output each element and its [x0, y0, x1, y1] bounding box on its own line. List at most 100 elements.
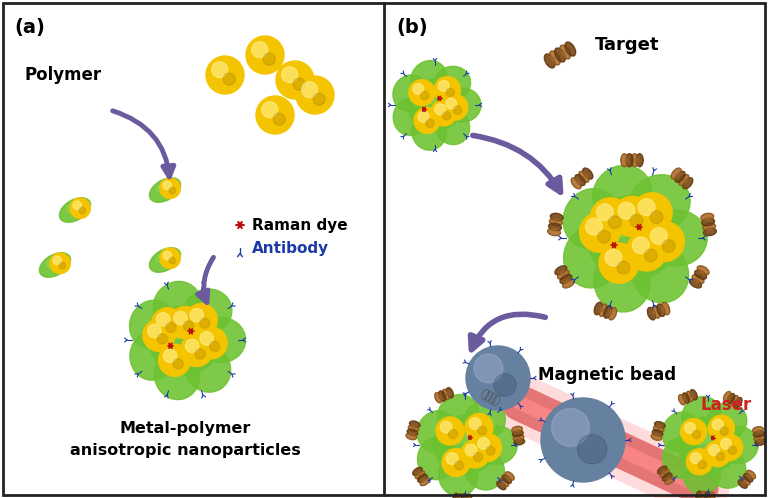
Circle shape: [461, 440, 489, 468]
Ellipse shape: [599, 208, 639, 237]
Ellipse shape: [409, 425, 419, 432]
Circle shape: [296, 76, 334, 114]
Circle shape: [189, 330, 193, 333]
Ellipse shape: [679, 394, 686, 405]
Ellipse shape: [753, 431, 764, 437]
FancyArrowPatch shape: [473, 135, 561, 192]
Circle shape: [453, 106, 462, 114]
Text: anisotropic nanoparticles: anisotropic nanoparticles: [70, 443, 300, 458]
Ellipse shape: [704, 492, 710, 498]
Ellipse shape: [743, 474, 753, 482]
Ellipse shape: [599, 304, 607, 316]
Ellipse shape: [678, 417, 738, 473]
Circle shape: [608, 216, 621, 229]
Circle shape: [160, 248, 180, 268]
Ellipse shape: [59, 198, 91, 222]
Ellipse shape: [702, 218, 714, 226]
Circle shape: [442, 112, 451, 120]
Circle shape: [143, 319, 175, 352]
Ellipse shape: [408, 79, 462, 131]
Ellipse shape: [159, 316, 190, 339]
Ellipse shape: [415, 471, 425, 479]
Ellipse shape: [130, 331, 175, 380]
Ellipse shape: [435, 108, 470, 144]
Ellipse shape: [409, 421, 420, 428]
Circle shape: [200, 332, 214, 345]
Ellipse shape: [434, 415, 496, 475]
Ellipse shape: [150, 178, 180, 202]
Circle shape: [612, 244, 616, 247]
Circle shape: [597, 204, 613, 221]
Ellipse shape: [393, 98, 428, 135]
Ellipse shape: [621, 154, 628, 167]
Circle shape: [70, 198, 91, 219]
Circle shape: [263, 53, 275, 65]
Ellipse shape: [690, 389, 697, 400]
Ellipse shape: [512, 430, 523, 437]
Circle shape: [238, 223, 242, 227]
Circle shape: [720, 427, 729, 435]
Circle shape: [313, 93, 326, 105]
Ellipse shape: [555, 266, 567, 275]
Ellipse shape: [646, 210, 707, 266]
Circle shape: [185, 304, 217, 336]
Ellipse shape: [393, 75, 428, 112]
Circle shape: [717, 434, 743, 460]
Circle shape: [465, 413, 493, 442]
Ellipse shape: [406, 433, 416, 440]
Circle shape: [449, 430, 458, 439]
Circle shape: [637, 226, 641, 229]
Circle shape: [166, 322, 176, 332]
Ellipse shape: [511, 426, 522, 433]
Ellipse shape: [686, 425, 713, 444]
Circle shape: [469, 418, 481, 429]
Ellipse shape: [575, 175, 585, 186]
Circle shape: [644, 222, 684, 261]
Circle shape: [486, 446, 495, 455]
Circle shape: [412, 84, 424, 95]
Ellipse shape: [663, 473, 672, 481]
Ellipse shape: [657, 466, 667, 474]
Ellipse shape: [630, 175, 690, 232]
Ellipse shape: [39, 253, 71, 277]
Circle shape: [598, 230, 611, 243]
Ellipse shape: [475, 425, 518, 465]
Ellipse shape: [671, 168, 681, 179]
Ellipse shape: [753, 427, 763, 433]
Circle shape: [184, 321, 194, 331]
Circle shape: [478, 438, 489, 450]
Circle shape: [282, 67, 298, 83]
Circle shape: [169, 187, 176, 194]
Ellipse shape: [594, 251, 650, 312]
Ellipse shape: [647, 307, 656, 320]
Circle shape: [53, 256, 61, 265]
Text: (b): (b): [396, 18, 428, 37]
Circle shape: [160, 178, 180, 199]
Circle shape: [599, 243, 639, 283]
Circle shape: [223, 73, 235, 85]
Circle shape: [684, 422, 695, 433]
Ellipse shape: [654, 422, 665, 428]
Circle shape: [164, 349, 177, 363]
Ellipse shape: [651, 434, 662, 440]
Ellipse shape: [662, 302, 670, 315]
Ellipse shape: [594, 302, 602, 315]
Ellipse shape: [407, 429, 418, 436]
Circle shape: [687, 449, 713, 475]
Ellipse shape: [183, 289, 232, 335]
Ellipse shape: [418, 474, 427, 482]
Circle shape: [163, 181, 171, 190]
Ellipse shape: [563, 189, 621, 249]
Circle shape: [421, 91, 429, 100]
Ellipse shape: [453, 493, 459, 498]
Ellipse shape: [46, 257, 58, 267]
Circle shape: [436, 417, 464, 445]
Circle shape: [185, 339, 199, 353]
Circle shape: [468, 436, 472, 439]
Circle shape: [711, 437, 714, 439]
Ellipse shape: [579, 171, 589, 182]
Circle shape: [585, 218, 602, 235]
FancyArrowPatch shape: [197, 257, 214, 302]
Ellipse shape: [502, 475, 511, 484]
Ellipse shape: [663, 438, 700, 478]
